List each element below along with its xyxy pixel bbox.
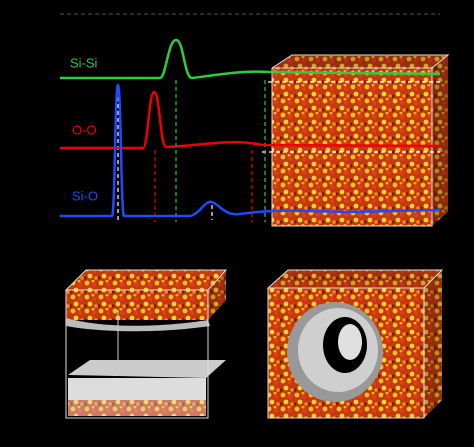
si-o-curve [60,83,441,218]
cylinder-pore-box [266,269,444,419]
guides [117,80,440,222]
silica-box [271,54,450,227]
curve-label: Si-O [72,188,98,203]
o-o-curve [60,90,441,150]
curve-label: Si-Si [70,55,98,70]
slab-pore-box [64,269,228,419]
curve-label: O-O [72,122,97,137]
si-si-curve [60,38,441,80]
